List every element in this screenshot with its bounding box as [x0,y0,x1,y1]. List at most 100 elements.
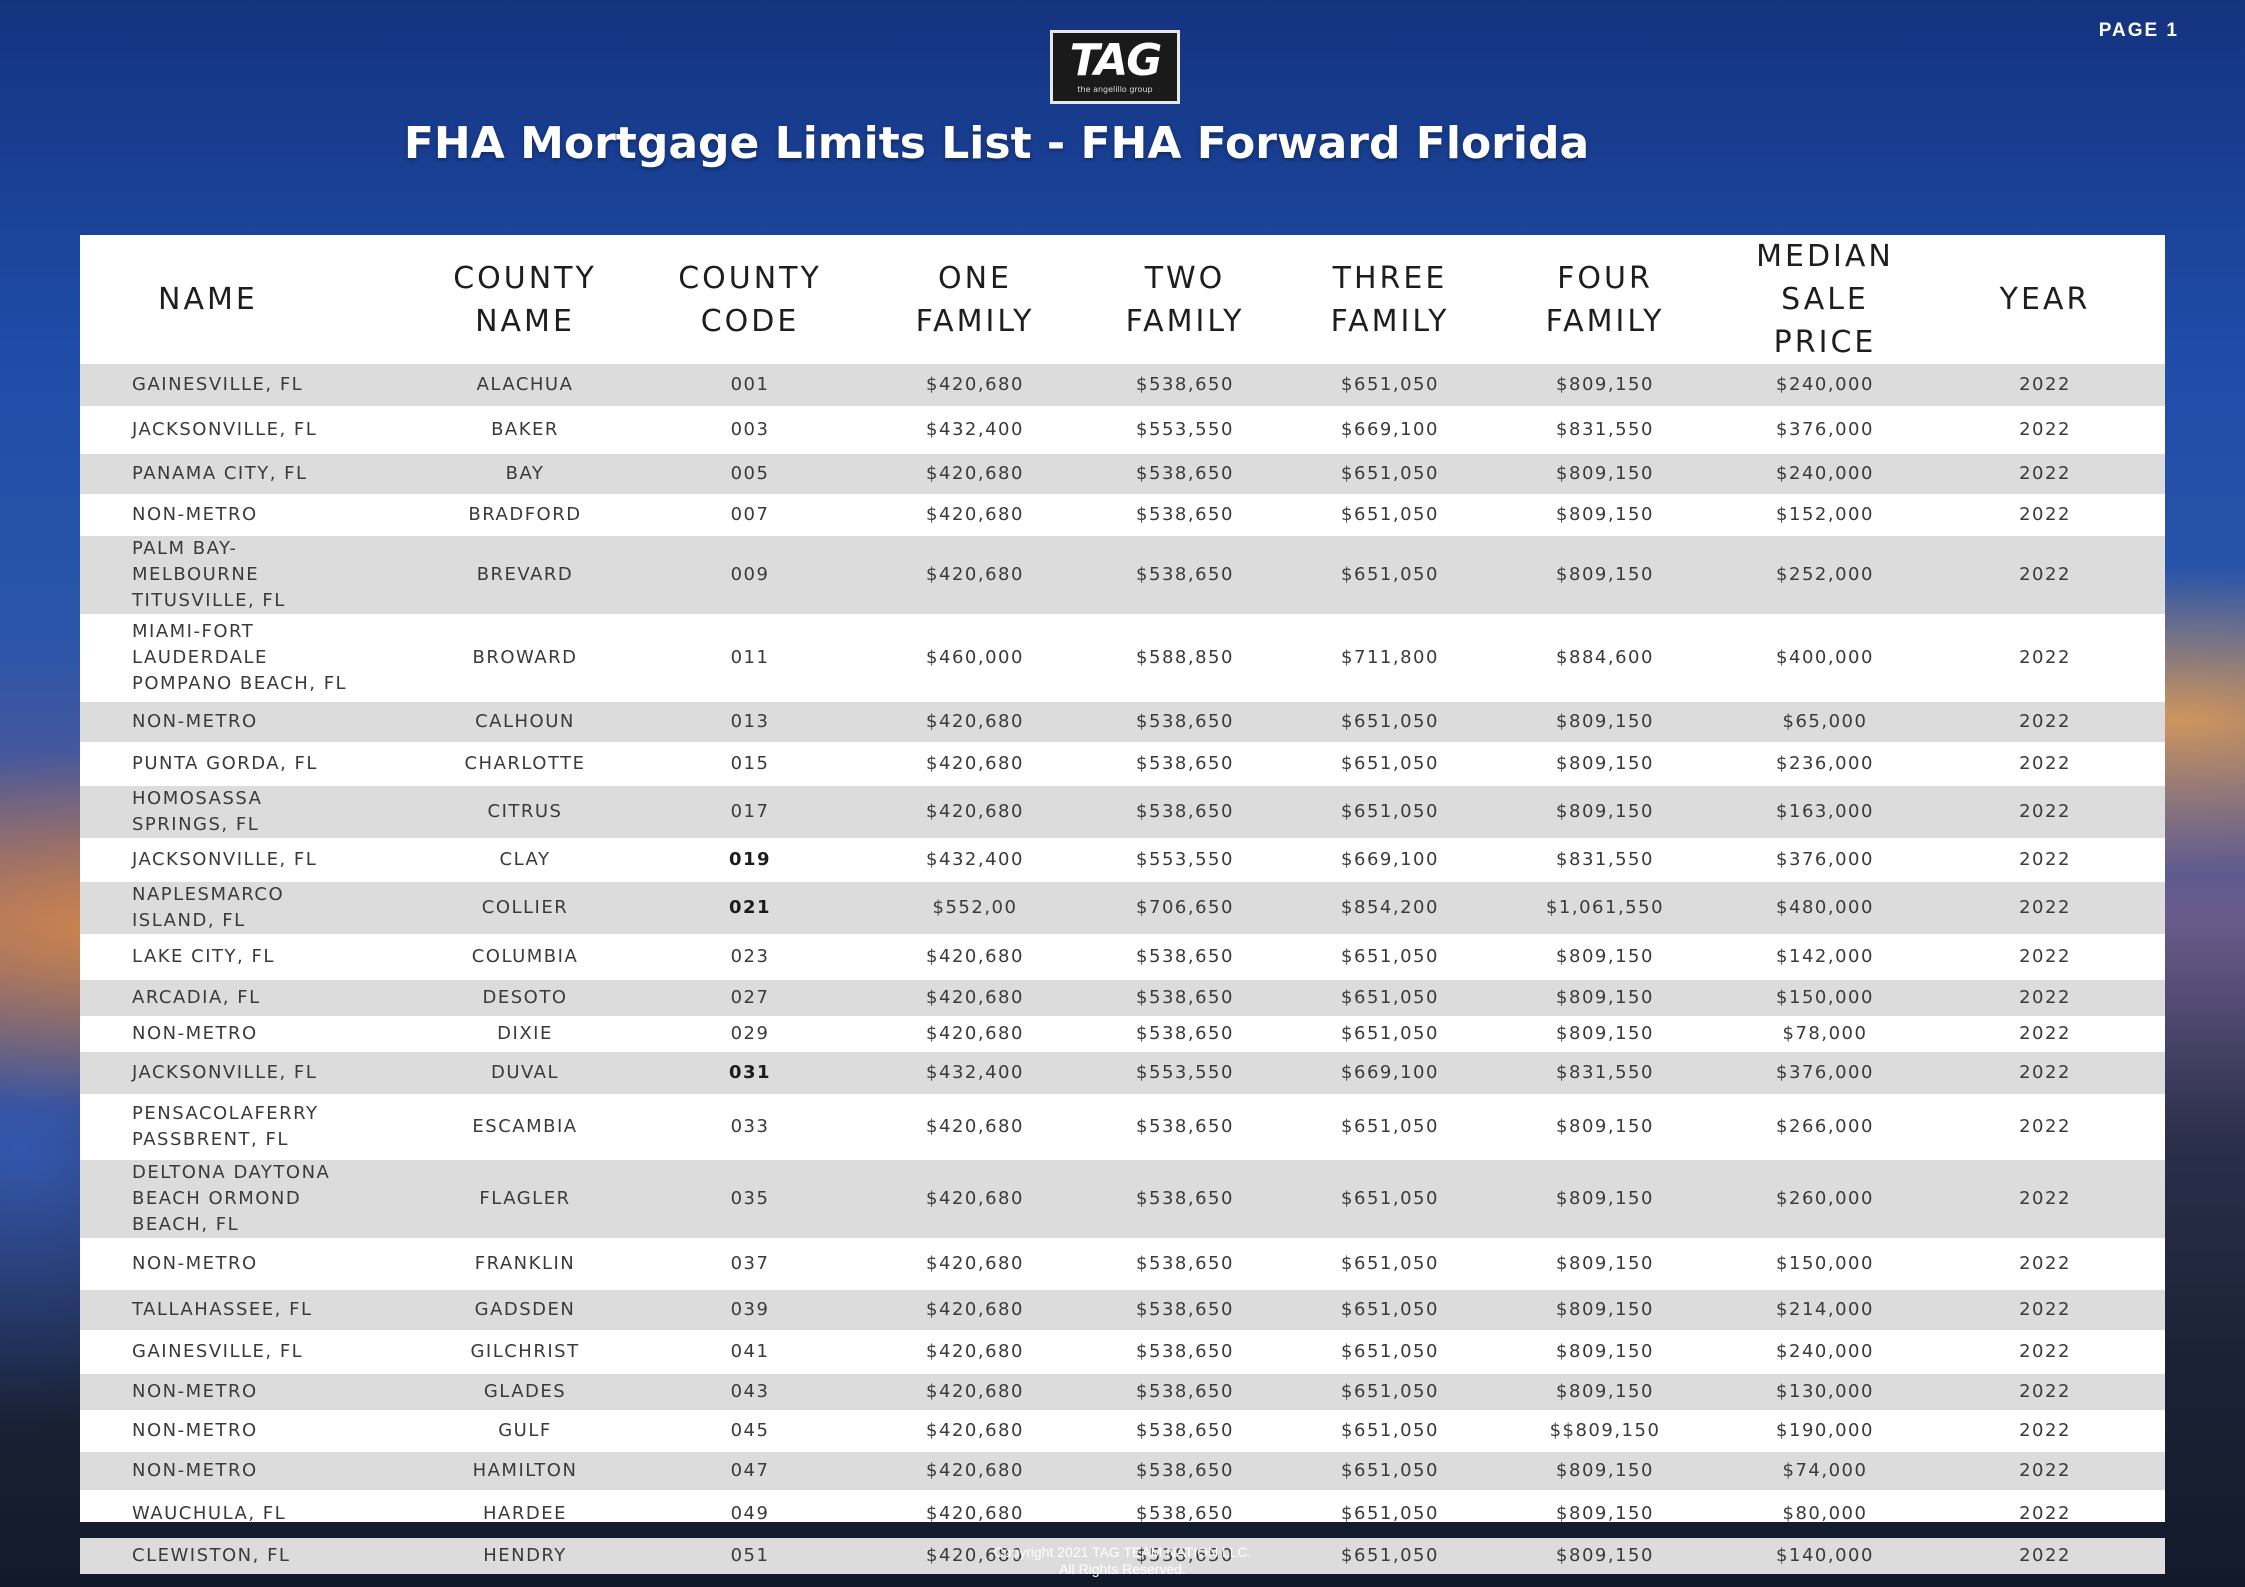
cell-four-family: $809,150 [1485,364,1725,406]
cell-one-family: $420,680 [926,1116,1024,1137]
cell-median-sale-price: $163,000 [1725,786,1925,838]
cell-name: CLEWISTON, FL [80,1538,425,1574]
cell-four-family: $809,150 [1485,454,1725,494]
cell-two-family: $538,650 [1075,1452,1295,1490]
cell-four-family: $884,600 [1556,647,1654,668]
header-four-family: FOUR FAMILY [1545,260,1665,339]
cell-one-family: $420,680 [875,1538,1075,1574]
cell-county-name: FLAGLER [425,1160,625,1238]
cell-one-family: $420,680 [875,702,1075,742]
cell-year: 2022 [2019,946,2071,967]
cell-county-name: COLLIER [425,882,625,934]
header-name: NAME [158,282,258,317]
cell-two-family: $538,650 [1136,1023,1234,1044]
cell-median-sale-price: $266,000 [1776,1116,1874,1137]
cell-county-code: 045 [730,1420,770,1441]
cell-two-family: $538,650 [1075,786,1295,838]
cell-three-family: $651,050 [1295,1452,1485,1490]
cell-median-sale-price: $376,000 [1776,849,1874,870]
cell-year: 2022 [1925,980,2165,1016]
header-two-family: TWO FAMILY [1125,260,1245,339]
cell-four-family: $809,150 [1485,1374,1725,1410]
cell-four-family: $831,550 [1485,1052,1725,1094]
cell-four-family: $809,150 [1485,980,1725,1016]
cell-two-family: $538,650 [1136,946,1234,967]
table-body: GAINESVILLE, FL ALACHUA 001 $420,680 $538,65… [80,364,2165,1574]
cell-county-code: 013 [625,702,875,742]
cell-two-family: $538,650 [1075,454,1295,494]
cell-county-code: 041 [730,1341,770,1362]
cell-year: 2022 [1925,1374,2165,1410]
table-row: JACKSONVILLE, FL BAKER 003 $432,400 $553,550… [80,406,2165,454]
table-row: TALLAHASSEE, FL GADSDEN 039 $420,680 $538,65… [80,1290,2165,1330]
cell-four-family: $809,150 [1485,1290,1725,1330]
table-row: GAINESVILLE, FL ALACHUA 001 $420,680 $538,65… [80,364,2165,406]
cell-year: 2022 [1925,1452,2165,1490]
cell-three-family: $854,200 [1295,882,1485,934]
cell-name: HOMOSASSA SPRINGS, FL [80,786,425,838]
cell-name: TALLAHASSEE, FL [80,1290,425,1330]
table-row: ARCADIA, FL DESOTO 027 $420,680 $538,650 $651… [80,980,2165,1016]
cell-year: 2022 [1925,786,2165,838]
cell-name: PENSACOLAFERRY PASSBRENT, FL [132,1103,319,1150]
cell-three-family: $651,050 [1341,504,1439,525]
cell-year: 2022 [1925,1538,2165,1574]
cell-four-family: $809,150 [1556,1341,1654,1362]
cell-one-family: $432,400 [875,1052,1075,1094]
cell-year: 2022 [2019,1116,2071,1137]
cell-median-sale-price: $400,000 [1776,647,1874,668]
cell-four-family: $1,061,550 [1485,882,1725,934]
cell-county-name: FRANKLIN [474,1253,576,1274]
cell-median-sale-price: $236,000 [1776,753,1874,774]
cell-three-family: $651,050 [1295,1538,1485,1574]
cell-three-family: $651,050 [1295,702,1485,742]
cell-median-sale-price: $130,000 [1725,1374,1925,1410]
header-three-family: THREE FAMILY [1330,260,1450,339]
cell-one-family: $552,00 [875,882,1075,934]
cell-three-family: $651,050 [1341,753,1439,774]
table-row: GAINESVILLE, FL GILCHRIST 041 $420,680 $538,… [80,1330,2165,1374]
cell-year: 2022 [1925,364,2165,406]
cell-county-name: GADSDEN [425,1290,625,1330]
cell-two-family: $706,650 [1075,882,1295,934]
cell-year: 2022 [1925,536,2165,614]
cell-year: 2022 [1925,702,2165,742]
cell-one-family: $432,400 [926,849,1024,870]
cell-one-family: $420,680 [875,1290,1075,1330]
cell-one-family: $420,680 [875,1452,1075,1490]
cell-four-family: $809,150 [1485,1160,1725,1238]
cell-year: 2022 [1925,1052,2165,1094]
cell-four-family: $$809,150 [1549,1420,1661,1441]
page-number: PAGE 1 [2098,20,2179,41]
cell-name: ARCADIA, FL [80,980,425,1016]
cell-year: 2022 [1925,882,2165,934]
cell-one-family: $420,680 [926,1253,1024,1274]
limits-table-panel: NAME COUNTY NAME COUNTY CODE ONE FAMILY TWO… [80,235,2165,1574]
cell-name: PUNTA GORDA, FL [132,753,318,774]
table-header: NAME COUNTY NAME COUNTY CODE ONE FAMILY TWO… [80,235,2165,364]
cell-one-family: $420,680 [875,1374,1075,1410]
cell-two-family: $553,550 [1075,1052,1295,1094]
cell-name: JACKSONVILLE, FL [132,419,318,440]
cell-three-family: $651,050 [1341,1116,1439,1137]
table-row: NON-METRO DIXIE 029 $420,680 $538,650 $651,05… [80,1016,2165,1052]
logo-tagline: the angelillo group [1077,85,1153,94]
cell-year: 2022 [2019,1023,2071,1044]
cell-four-family: $831,550 [1556,849,1654,870]
cell-county-name: DIXIE [497,1023,553,1044]
header-median-sale-price: MEDIAN SALE PRICE [1756,239,1894,360]
cell-two-family: $538,650 [1075,364,1295,406]
cell-year: 2022 [2019,647,2071,668]
cell-name: LAKE CITY, FL [132,946,275,967]
cell-median-sale-price: $150,000 [1725,980,1925,1016]
cell-four-family: $809,150 [1485,702,1725,742]
cell-four-family: $809,150 [1556,504,1654,525]
cell-one-family: $420,680 [926,504,1024,525]
cell-name: NON-METRO [80,1374,425,1410]
table-row: WAUCHULA, FL HARDEE 049 $420,680 $538,650 $65… [80,1490,2165,1538]
cell-county-code: 039 [625,1290,875,1330]
cell-county-code: 009 [625,536,875,614]
cell-county-name: DUVAL [425,1052,625,1094]
table-row: LAKE CITY, FL COLUMBIA 023 $420,680 $538,650… [80,934,2165,980]
cell-median-sale-price: $214,000 [1725,1290,1925,1330]
